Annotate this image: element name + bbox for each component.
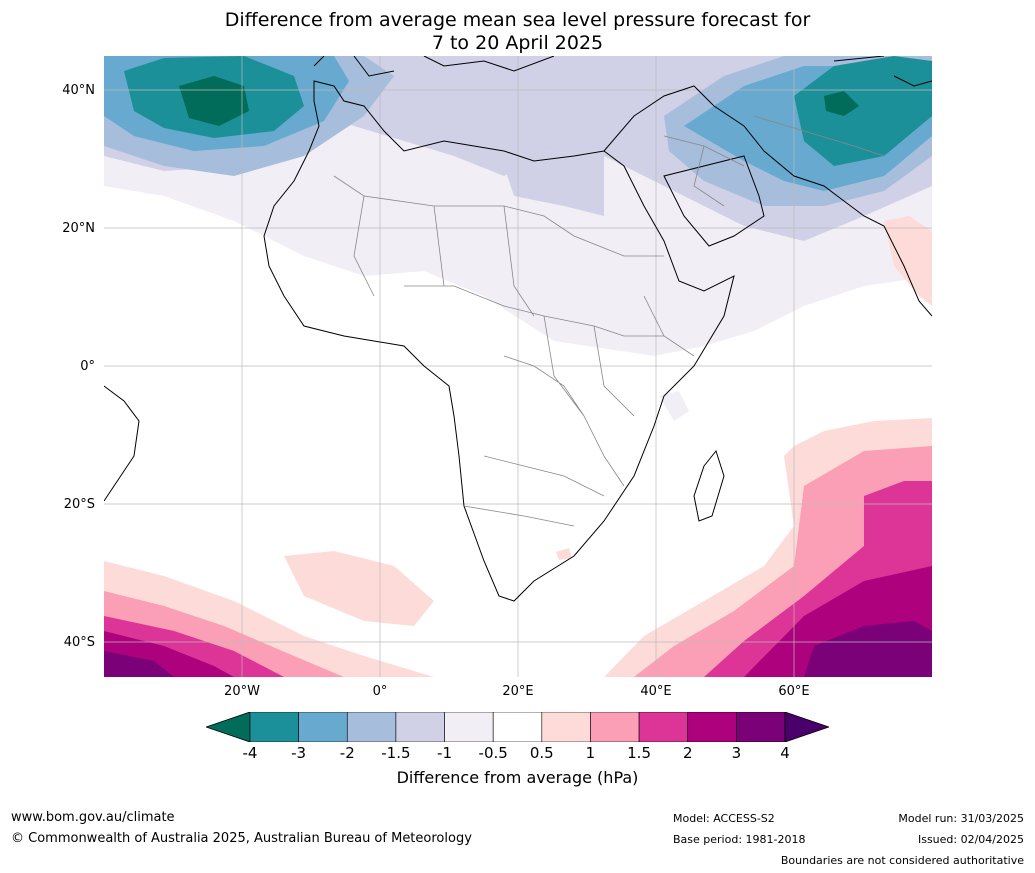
- colorbar-tick-label: 3: [731, 744, 742, 762]
- footer-copyright: © Commonwealth of Australia 2025, Austra…: [11, 831, 472, 846]
- map-area[interactable]: [104, 56, 932, 677]
- colorbar-segment: [687, 712, 737, 742]
- lon-label-20w: 20°W: [224, 684, 260, 699]
- colorbar-tick-label: -4: [242, 744, 258, 762]
- coastlines: [104, 56, 932, 602]
- footer-boundaries-note: Boundaries are not considered authoritat…: [780, 854, 1024, 867]
- colorbar-segment: [541, 712, 591, 742]
- footer-model-run: Model run: 31/03/2025: [898, 812, 1024, 825]
- colorbar-tick-label: -3: [291, 744, 307, 762]
- lat-label-0: 0°: [80, 359, 95, 374]
- lat-label-20n: 20°N: [62, 221, 95, 236]
- lon-label-20e: 20°E: [502, 684, 534, 699]
- lon-label-40e: 40°E: [640, 684, 672, 699]
- title-line-1: Difference from average mean sea level p…: [224, 9, 811, 31]
- colorbar-segment: [346, 712, 397, 742]
- colorbar-tick-label: -1: [437, 744, 453, 762]
- country-boundaries: [333, 115, 885, 527]
- colorbar-label: Difference from average (hPa): [396, 768, 639, 787]
- colorbar-tick-label: -2: [339, 744, 355, 762]
- map-title: Difference from average mean sea level p…: [0, 9, 1035, 55]
- colorbar-under-triangle: [206, 712, 251, 742]
- colorbar-segment: [638, 712, 689, 742]
- colorbar-over-triangle: [784, 712, 829, 742]
- lon-label-0: 0°: [372, 684, 388, 699]
- footer-issued: Issued: 02/04/2025: [917, 833, 1024, 846]
- colorbar-tick-label: 0.5: [529, 744, 554, 762]
- colorbar: [206, 712, 829, 742]
- colorbar-segment: [298, 712, 348, 742]
- colorbar-tick-label: 1: [585, 744, 596, 762]
- colorbar-segments: [249, 712, 786, 742]
- anomaly-map: [104, 56, 932, 677]
- colorbar-segment: [395, 712, 445, 742]
- colorbar-segment: [249, 712, 299, 742]
- positive-anomaly-shading: [104, 216, 932, 677]
- footer-model: Model: ACCESS-S2: [673, 812, 775, 825]
- colorbar-segment: [736, 712, 786, 742]
- lat-label-40s: 40°S: [63, 635, 95, 650]
- lat-label-20s: 20°S: [63, 497, 95, 512]
- colorbar-segment: [444, 712, 494, 742]
- colorbar-segment: [492, 712, 543, 742]
- lon-label-60e: 60°E: [778, 684, 810, 699]
- colorbar-tick-label: 1.5: [627, 744, 651, 762]
- lat-label-40n: 40°N: [62, 83, 95, 98]
- title-line-2: 7 to 20 April 2025: [431, 32, 604, 54]
- colorbar-tick-label: -0.5: [478, 744, 508, 762]
- colorbar-tick-label: 4: [780, 744, 790, 762]
- footer-base-period: Base period: 1981-2018: [673, 833, 806, 846]
- footer-website: www.bom.gov.au/climate: [11, 810, 175, 825]
- graticule: [104, 56, 932, 677]
- colorbar-tick-label: 2: [682, 744, 693, 762]
- colorbar-tick-label: -1.5: [381, 744, 411, 762]
- colorbar-segment: [590, 712, 640, 742]
